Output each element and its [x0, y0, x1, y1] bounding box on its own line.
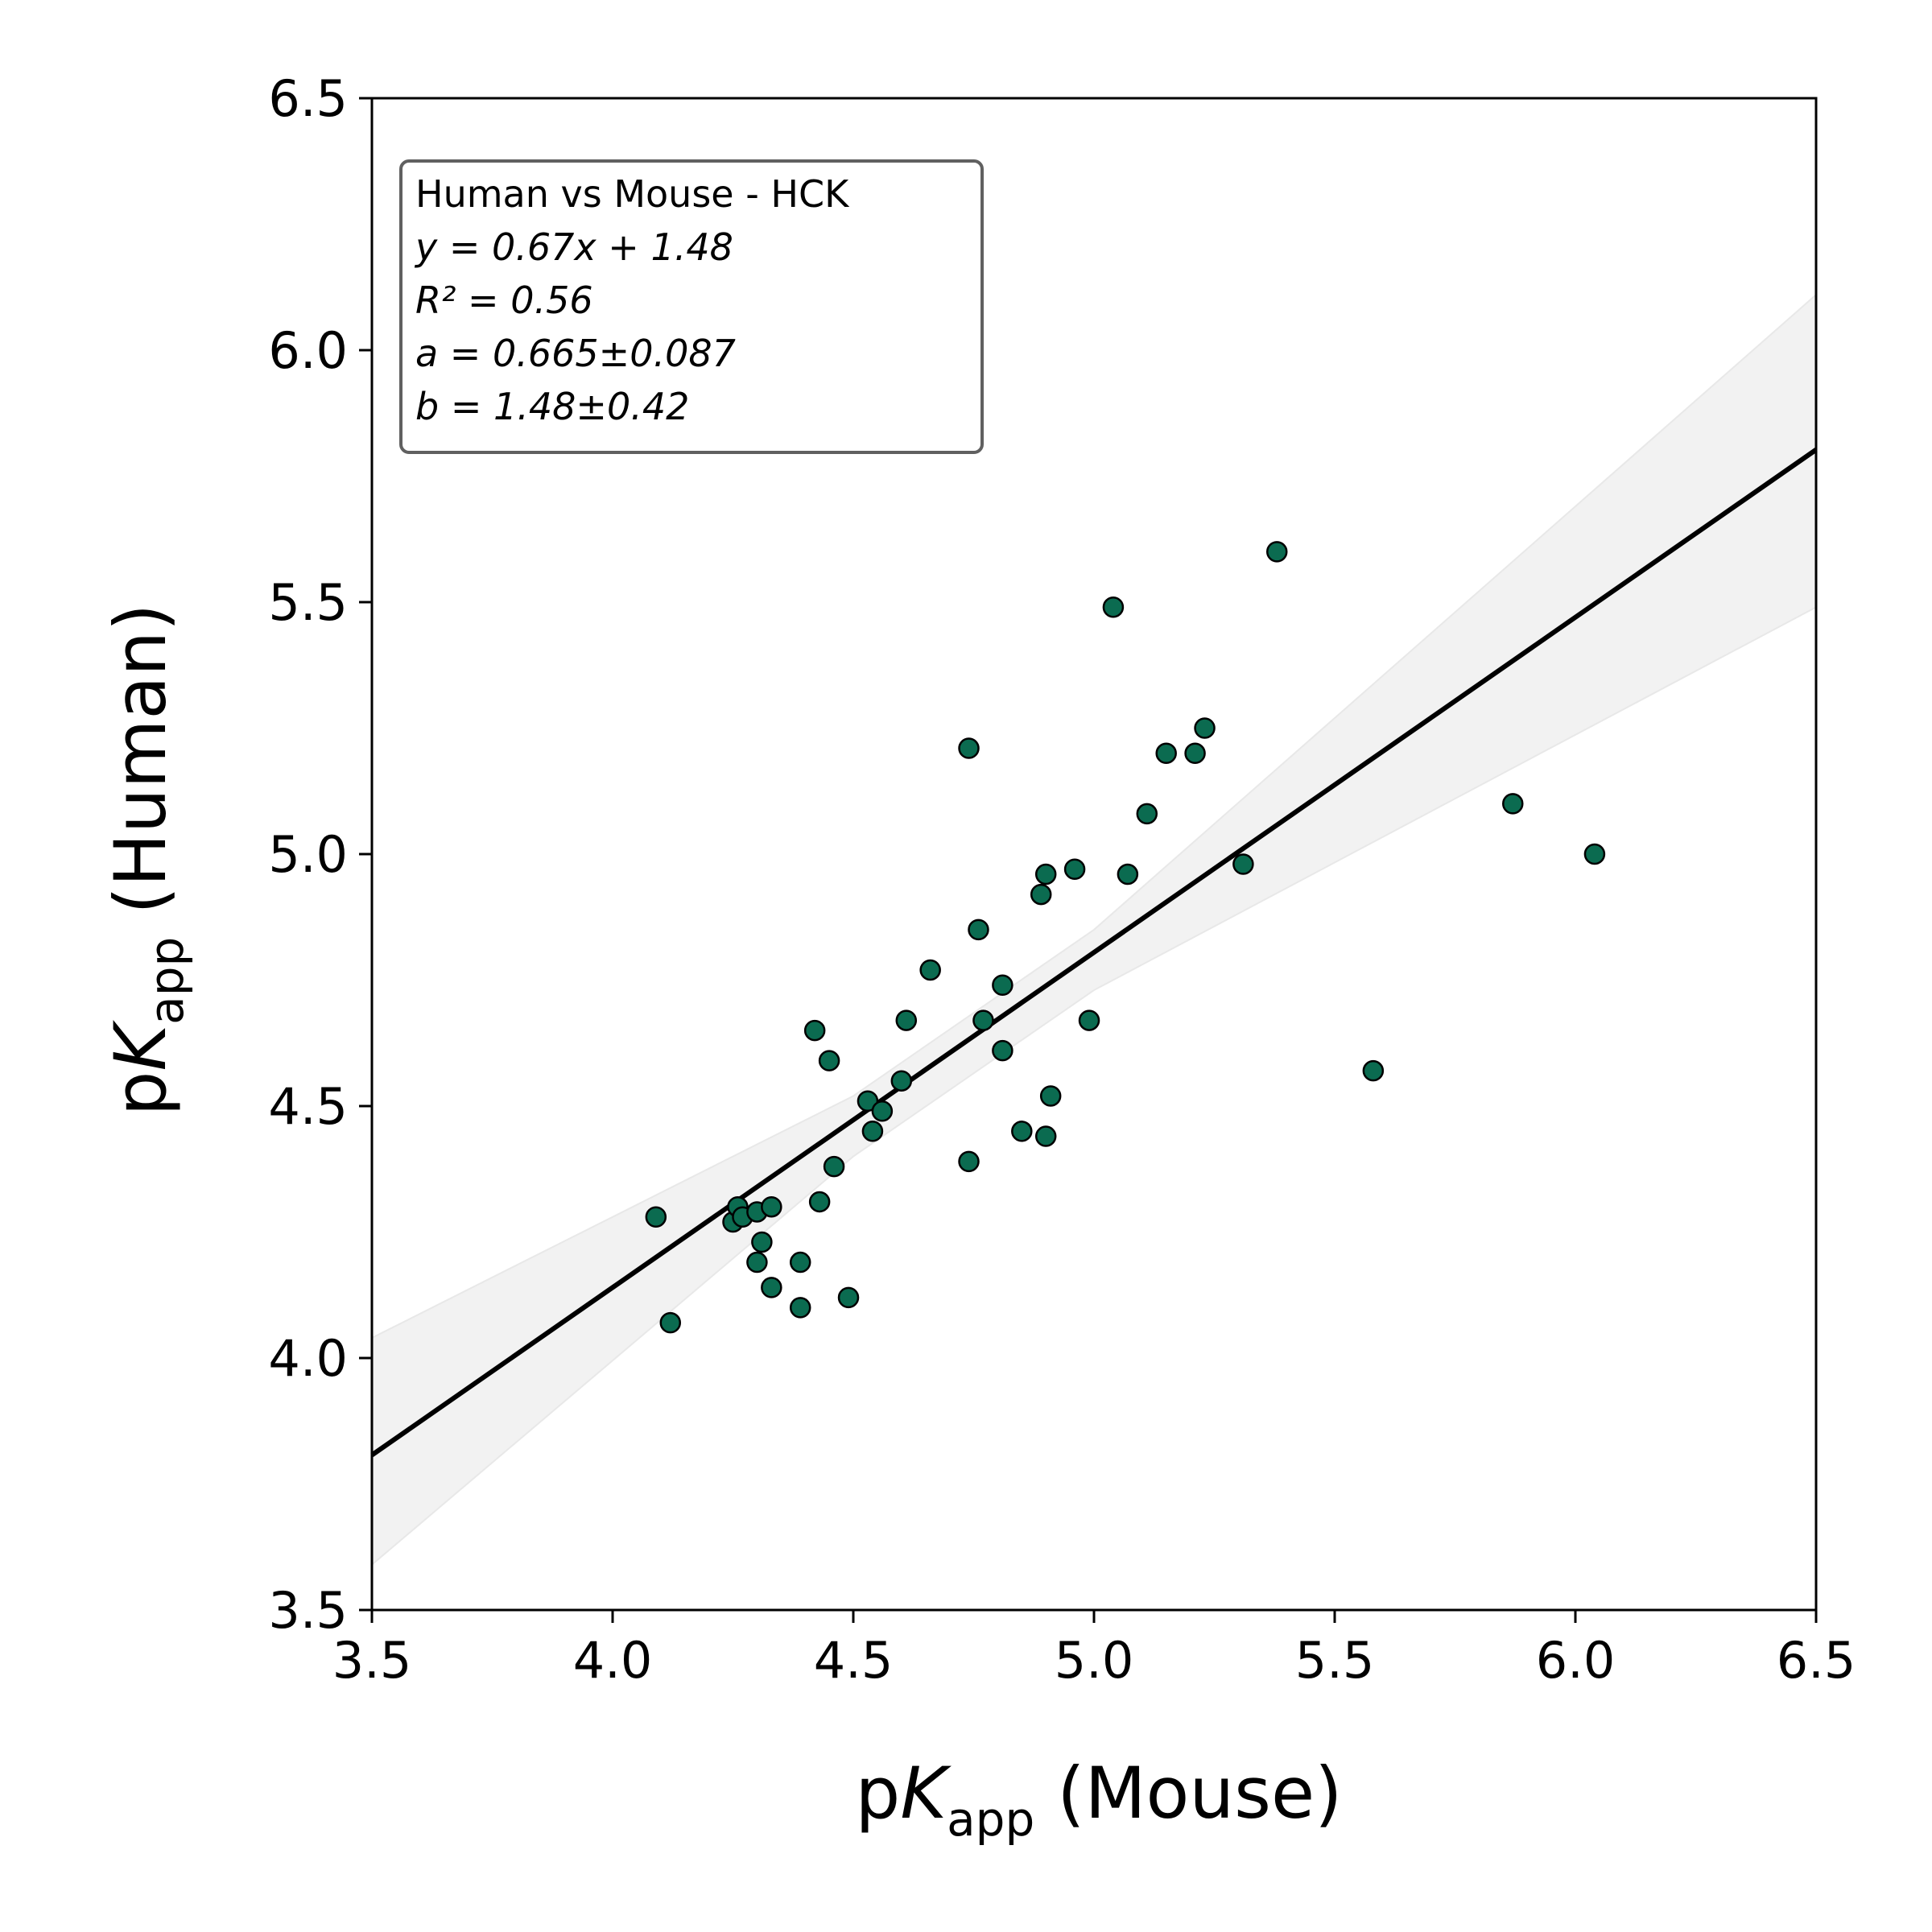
- data-point: [837, 1286, 860, 1309]
- data-point: [1265, 541, 1288, 563]
- annotation-fit-equation: y = 0.67x + 1.48: [414, 225, 733, 269]
- x-axis-ticks: 3.5 4.0 4.5 5.0 5.5 6.0 6.5: [332, 1610, 1856, 1690]
- data-point: [871, 1100, 894, 1122]
- data-point: [823, 1155, 845, 1178]
- data-points: [645, 541, 1606, 1334]
- data-point: [861, 1121, 884, 1142]
- annotation-title: Human vs Mouse - HCK: [415, 172, 850, 216]
- data-point: [968, 919, 989, 941]
- data-point: [1063, 858, 1086, 881]
- x-tick-label: 4.0: [573, 1631, 653, 1690]
- data-point: [645, 1206, 667, 1228]
- x-tick-label: 3.5: [332, 1631, 412, 1690]
- data-point: [818, 1050, 840, 1071]
- data-point: [1194, 717, 1216, 739]
- annotation-border: [399, 159, 984, 454]
- y-tick-label: 5.0: [268, 825, 348, 884]
- data-point: [1011, 1121, 1033, 1142]
- data-point: [1039, 1085, 1062, 1107]
- data-point: [803, 1019, 826, 1042]
- annotation-b-value: b = 1.48±0.42: [415, 385, 689, 428]
- annotation-a-value: a = 0.665±0.087: [415, 332, 736, 375]
- data-point: [1102, 597, 1125, 618]
- fit-annotation-box: Human vs Mouse - HCK y = 0.67x + 1.48 R²…: [399, 159, 984, 454]
- data-point: [919, 959, 941, 981]
- confidence-band: [371, 292, 1817, 1567]
- data-point: [857, 1090, 879, 1112]
- data-point: [1232, 853, 1254, 875]
- data-point: [1184, 742, 1206, 765]
- data-point: [1034, 1125, 1057, 1147]
- y-axis-label: pKapp (Human): [99, 604, 194, 1117]
- y-tick-label: 6.0: [268, 321, 348, 380]
- y-tick-label: 4.0: [268, 1329, 348, 1388]
- x-axis-label: pKapp (Mouse): [856, 1752, 1343, 1847]
- data-point: [789, 1297, 811, 1319]
- data-point: [1136, 803, 1158, 825]
- data-point: [972, 1009, 994, 1031]
- data-point: [751, 1231, 773, 1253]
- x-tick-label: 5.0: [1055, 1631, 1134, 1690]
- data-point: [1117, 863, 1139, 886]
- data-point: [1078, 1009, 1100, 1031]
- data-point: [761, 1277, 782, 1298]
- x-tick-label: 4.5: [814, 1631, 894, 1690]
- y-tick-label: 5.5: [268, 573, 348, 632]
- x-tick-label: 6.5: [1777, 1631, 1856, 1690]
- y-axis-ticks: 3.5 4.0 4.5 5.0 5.5 6.0 6.5: [268, 69, 372, 1640]
- data-point: [895, 1009, 918, 1031]
- data-point: [958, 737, 980, 759]
- data-point: [746, 1251, 768, 1274]
- data-point: [808, 1191, 831, 1213]
- data-point: [992, 1039, 1013, 1062]
- data-point: [789, 1251, 811, 1274]
- data-point: [992, 974, 1013, 997]
- y-tick-label: 4.5: [268, 1077, 348, 1136]
- x-tick-label: 6.0: [1536, 1631, 1616, 1690]
- data-point: [1362, 1059, 1385, 1082]
- data-point: [890, 1070, 913, 1092]
- fit-line-layer: [370, 448, 1818, 1457]
- annotation-r-squared: R² = 0.56: [415, 279, 593, 322]
- data-point: [1030, 883, 1052, 906]
- confidence-band-layer: [371, 292, 1817, 1567]
- data-point: [659, 1311, 682, 1334]
- data-point: [1034, 863, 1057, 886]
- y-tick-label: 3.5: [268, 1581, 348, 1640]
- data-point: [1583, 843, 1606, 865]
- y-tick-label: 6.5: [268, 69, 348, 128]
- data-point: [958, 1150, 980, 1173]
- y-axis-label-group: pKapp (Human): [99, 604, 194, 1117]
- data-point: [761, 1195, 782, 1218]
- data-point: [1155, 742, 1177, 765]
- data-point: [1502, 793, 1524, 815]
- x-tick-label: 5.5: [1295, 1631, 1375, 1690]
- fit-line: [370, 448, 1818, 1457]
